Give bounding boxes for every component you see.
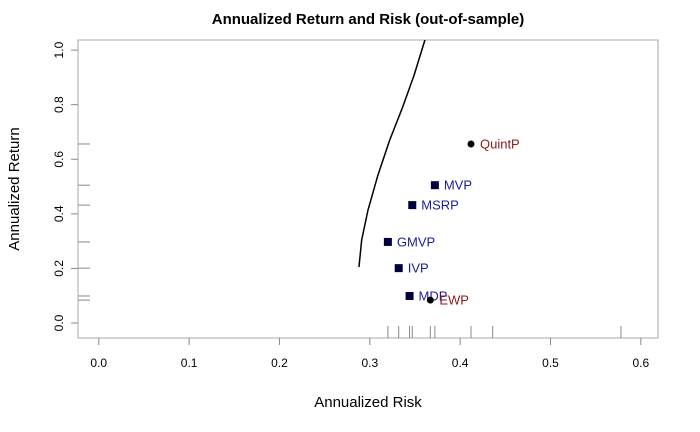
y-tick-label: 0.6 (52, 151, 66, 168)
y-tick-label: 1.0 (52, 41, 66, 58)
point-label: EWP (439, 293, 469, 308)
point (405, 291, 414, 300)
x-axis-title: Annualized Risk (314, 394, 422, 411)
x-tick-label: 0.4 (452, 356, 469, 370)
y-tick-label: 0.0 (52, 314, 66, 331)
x-tick-label: 0.3 (361, 356, 378, 370)
point (430, 181, 439, 190)
x-tick-label: 0.2 (271, 356, 288, 370)
plot-box (77, 39, 659, 339)
point-label: MSRP (421, 198, 459, 213)
y-tick-label: 0.4 (52, 205, 66, 222)
y-tick-label: 0.2 (52, 260, 66, 277)
y-axis-title: Annualized Return (6, 127, 23, 250)
y-tick-label: 0.8 (52, 96, 66, 113)
x-tick-label: 0.0 (90, 356, 107, 370)
x-tick-label: 0.1 (181, 356, 198, 370)
point-label: MDP (419, 288, 448, 303)
point (426, 296, 434, 304)
point-label: MVP (444, 178, 472, 193)
point (408, 201, 417, 210)
x-tick-label: 0.6 (632, 356, 649, 370)
x-tick-label: 0.5 (542, 356, 559, 370)
point-label: QuintP (480, 136, 520, 151)
point (383, 237, 392, 246)
point-label: IVP (408, 261, 429, 276)
point (467, 140, 475, 148)
point (394, 264, 403, 273)
point-label: GMVP (397, 234, 435, 249)
chart-title: Annualized Return and Risk (out-of-sampl… (212, 11, 525, 28)
frontier-line (358, 40, 426, 268)
